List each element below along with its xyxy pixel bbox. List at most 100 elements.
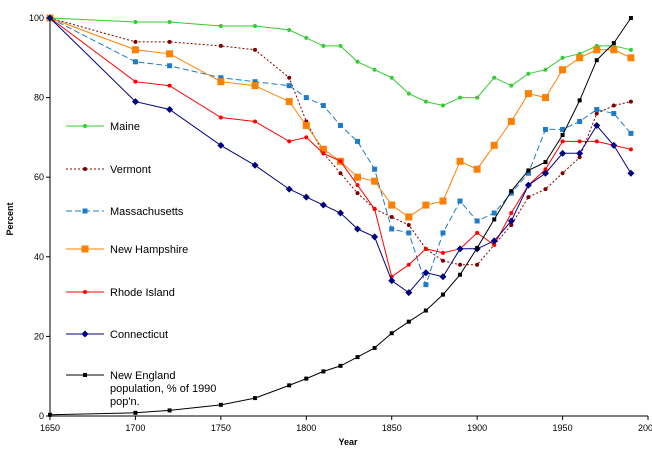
data-point [133, 39, 138, 44]
data-point [389, 226, 395, 232]
data-point [458, 272, 463, 277]
data-point [611, 103, 616, 108]
x-tick-label: 1950 [553, 423, 573, 433]
data-point [593, 121, 601, 129]
data-point [560, 126, 566, 132]
legend-label: Connecticut [110, 329, 168, 341]
data-point [541, 94, 549, 102]
legend-swatch-marker [83, 373, 87, 377]
data-point [456, 157, 464, 165]
data-point [405, 213, 413, 221]
series-line [49, 17, 632, 278]
data-point [543, 167, 548, 172]
data-point [491, 210, 497, 216]
data-point [406, 262, 411, 267]
data-point [167, 408, 172, 413]
data-point [628, 130, 634, 136]
legend-item: New Hampshire [66, 244, 188, 256]
data-point [524, 181, 532, 189]
data-point [628, 99, 633, 104]
data-point [559, 149, 567, 157]
legend-swatch-marker [83, 124, 87, 128]
data-point [440, 230, 446, 236]
data-point [389, 331, 394, 336]
series-lines [46, 14, 635, 417]
data-point [285, 98, 293, 106]
series-1 [48, 16, 633, 267]
data-point [354, 225, 362, 233]
data-point [543, 67, 548, 72]
data-point [251, 82, 259, 90]
data-point [319, 201, 327, 209]
y-tick-label: 40 [34, 252, 44, 262]
data-point [286, 83, 292, 89]
data-point [133, 19, 138, 24]
data-point [253, 119, 258, 124]
data-point [132, 59, 138, 65]
data-point [577, 139, 582, 144]
data-point [355, 138, 361, 144]
data-point [133, 79, 138, 84]
data-point [218, 115, 223, 120]
data-point [457, 198, 463, 204]
series-line [49, 17, 632, 218]
y-axis-title: Percent [5, 202, 15, 235]
data-point [252, 79, 258, 85]
data-point [509, 222, 514, 227]
legend-swatch-marker [83, 290, 87, 294]
data-point [559, 66, 567, 74]
data-point [490, 141, 498, 149]
data-point [611, 111, 617, 117]
data-point [338, 159, 343, 164]
y-tick-label: 60 [34, 172, 44, 182]
data-point [338, 43, 343, 48]
data-point [628, 16, 633, 20]
data-point [304, 135, 309, 140]
data-point [509, 83, 514, 88]
legend: Maine Vermont Massachusetts New Hampshire Rh… [66, 121, 216, 408]
data-point [337, 122, 343, 128]
x-tick-label: 1700 [125, 423, 145, 433]
data-point [509, 211, 514, 216]
data-point [543, 160, 548, 165]
data-point [372, 207, 377, 212]
data-point [167, 83, 172, 88]
data-point [48, 412, 52, 417]
data-point [456, 245, 464, 253]
data-point [336, 209, 344, 217]
legend-label: pop'n. [110, 396, 140, 408]
data-point [423, 99, 428, 104]
data-point [406, 222, 411, 227]
data-point [355, 191, 360, 196]
legend-label: Massachusetts [110, 206, 184, 218]
data-point [560, 55, 565, 60]
data-point [439, 273, 447, 281]
x-tick-label: 1650 [40, 423, 60, 433]
data-point [474, 218, 480, 224]
data-point [251, 161, 259, 169]
data-point [509, 189, 514, 194]
data-point [524, 90, 532, 98]
data-point [405, 289, 413, 297]
data-point [526, 71, 531, 76]
data-point [627, 169, 635, 177]
data-point [218, 43, 223, 48]
data-point [321, 151, 326, 156]
data-point [253, 23, 258, 28]
data-point [594, 139, 599, 144]
data-point [354, 173, 362, 181]
legend-label: New Hampshire [110, 244, 188, 256]
x-tick-label: 1850 [382, 423, 402, 433]
legend-swatch-marker [82, 208, 88, 214]
data-point [594, 111, 599, 116]
data-point [320, 103, 326, 109]
data-point [610, 46, 618, 54]
legend-swatch-marker [83, 167, 87, 171]
legend-swatch-marker [81, 245, 89, 253]
data-point [355, 59, 360, 64]
data-point [594, 58, 599, 63]
data-point [253, 396, 258, 401]
